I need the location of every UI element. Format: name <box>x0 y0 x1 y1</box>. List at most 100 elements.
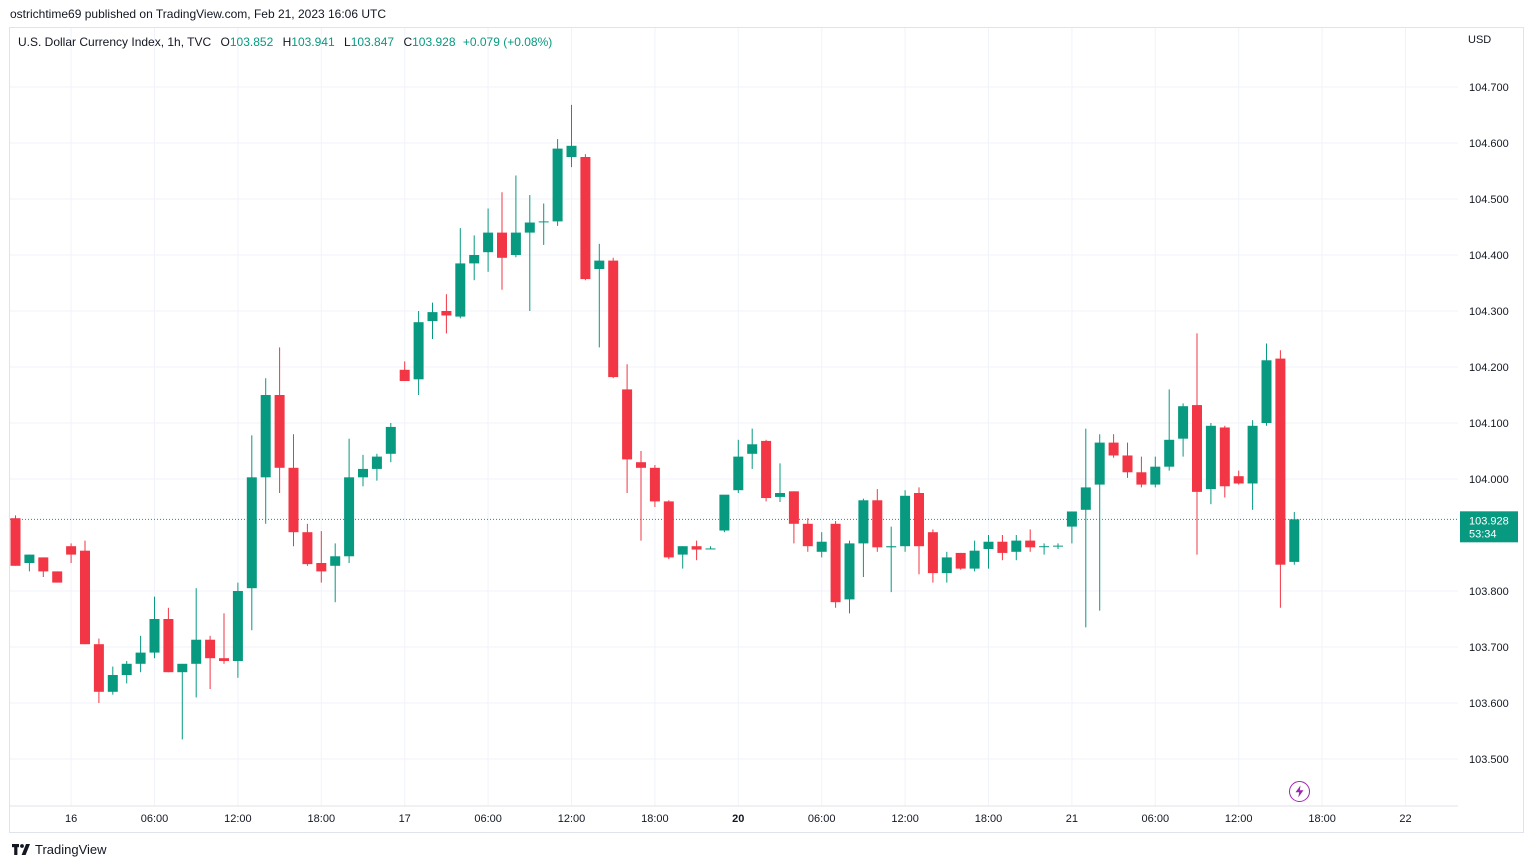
candle[interactable] <box>1261 343 1272 426</box>
candle[interactable] <box>246 435 257 631</box>
candle[interactable] <box>10 515 21 566</box>
candle[interactable] <box>677 546 688 569</box>
candle[interactable] <box>775 463 785 502</box>
x-tick-label: 21 <box>1066 813 1078 825</box>
candle[interactable] <box>316 531 327 583</box>
candle[interactable] <box>1150 456 1161 488</box>
candle[interactable] <box>1094 434 1105 611</box>
candle[interactable] <box>66 543 77 563</box>
candle[interactable] <box>802 518 813 552</box>
candle[interactable] <box>594 243 605 348</box>
candle[interactable] <box>1053 543 1063 549</box>
candle[interactable] <box>80 540 90 645</box>
candle[interactable] <box>969 540 980 572</box>
candle[interactable] <box>538 203 549 245</box>
candle[interactable] <box>302 523 313 566</box>
candle[interactable] <box>24 554 35 572</box>
candle[interactable] <box>941 551 952 583</box>
lightning-icon[interactable] <box>1289 781 1310 802</box>
candle[interactable] <box>1025 529 1036 552</box>
candle[interactable] <box>705 546 716 550</box>
candle[interactable] <box>52 571 63 583</box>
candle[interactable] <box>608 257 619 379</box>
candle[interactable] <box>1178 403 1189 457</box>
candle[interactable] <box>344 438 355 563</box>
candle[interactable] <box>580 154 591 281</box>
candle[interactable] <box>413 311 424 395</box>
candle[interactable] <box>371 453 382 481</box>
candle[interactable] <box>552 139 563 226</box>
candle[interactable] <box>1108 434 1119 458</box>
candle[interactable] <box>330 543 341 603</box>
candle[interactable] <box>260 378 271 524</box>
candle[interactable] <box>997 535 1008 561</box>
candle[interactable] <box>1289 512 1300 565</box>
footer-brand[interactable]: TradingView <box>12 842 107 857</box>
candle[interactable] <box>649 465 660 507</box>
candle[interactable] <box>358 454 368 487</box>
candle[interactable] <box>93 638 104 703</box>
candle[interactable] <box>1066 511 1077 544</box>
candle[interactable] <box>107 666 118 695</box>
candle[interactable] <box>274 347 285 493</box>
candle[interactable] <box>622 364 633 493</box>
candle[interactable] <box>469 235 480 281</box>
candle[interactable] <box>232 582 243 678</box>
candle[interactable] <box>38 557 49 577</box>
candle[interactable] <box>844 540 855 614</box>
candle[interactable] <box>955 552 966 570</box>
currency-label[interactable]: USD <box>1468 34 1492 46</box>
candle[interactable] <box>288 434 299 547</box>
candle[interactable] <box>191 588 202 698</box>
candle[interactable] <box>1219 425 1230 498</box>
candle[interactable] <box>219 613 229 664</box>
candle[interactable] <box>441 294 452 334</box>
candle[interactable] <box>788 491 799 544</box>
candle[interactable] <box>1233 470 1244 485</box>
candle[interactable] <box>566 104 577 168</box>
candle[interactable] <box>816 532 827 558</box>
candle[interactable] <box>163 607 174 673</box>
candle[interactable] <box>1275 350 1286 608</box>
candle[interactable] <box>149 596 160 659</box>
candle[interactable] <box>205 635 216 689</box>
candle[interactable] <box>761 439 772 502</box>
candle[interactable] <box>121 661 132 684</box>
candle[interactable] <box>1192 333 1202 555</box>
candle[interactable] <box>1205 423 1216 505</box>
candle[interactable] <box>1011 535 1022 561</box>
candle[interactable] <box>1080 428 1091 628</box>
candle[interactable] <box>427 302 438 339</box>
candle[interactable] <box>636 451 646 541</box>
candle[interactable] <box>663 500 674 560</box>
candle[interactable] <box>510 175 521 258</box>
candle[interactable] <box>455 228 466 319</box>
candle[interactable] <box>733 439 744 493</box>
candle[interactable] <box>385 423 396 463</box>
candle[interactable] <box>858 498 869 577</box>
candle[interactable] <box>1122 442 1133 478</box>
candle[interactable] <box>900 490 911 552</box>
candle[interactable] <box>927 529 938 583</box>
candle[interactable] <box>747 428 758 469</box>
candle[interactable] <box>524 195 535 311</box>
candle[interactable] <box>886 526 897 593</box>
candle[interactable] <box>1039 543 1050 555</box>
candle[interactable] <box>1136 456 1147 488</box>
candle[interactable] <box>872 489 883 552</box>
author-name[interactable]: ostrichtime69 <box>10 7 82 21</box>
candle[interactable] <box>1247 420 1258 510</box>
candle[interactable] <box>177 663 188 740</box>
candle[interactable] <box>399 361 410 381</box>
candle[interactable] <box>691 540 702 561</box>
candle[interactable] <box>497 192 507 290</box>
candle[interactable] <box>830 521 841 608</box>
candle[interactable] <box>914 487 924 575</box>
candle[interactable] <box>135 635 146 673</box>
candle[interactable] <box>483 208 494 272</box>
symbol-title[interactable]: U.S. Dollar Currency Index, 1h, TVC <box>18 35 212 49</box>
candle[interactable] <box>719 494 730 533</box>
candle[interactable] <box>1164 389 1175 471</box>
candle[interactable] <box>983 535 994 569</box>
